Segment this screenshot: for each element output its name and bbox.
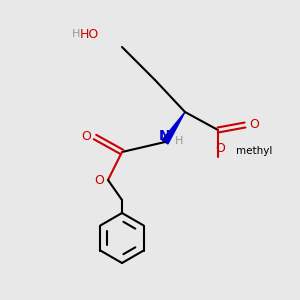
Text: O: O: [249, 118, 259, 131]
Polygon shape: [162, 112, 185, 144]
Text: O: O: [94, 173, 104, 187]
Text: O: O: [81, 130, 91, 143]
Text: H: H: [72, 29, 80, 39]
Text: O: O: [215, 142, 225, 155]
Text: H: H: [175, 136, 183, 146]
Text: HO: HO: [80, 28, 99, 41]
Text: methyl: methyl: [236, 146, 272, 156]
Text: N: N: [159, 129, 171, 143]
